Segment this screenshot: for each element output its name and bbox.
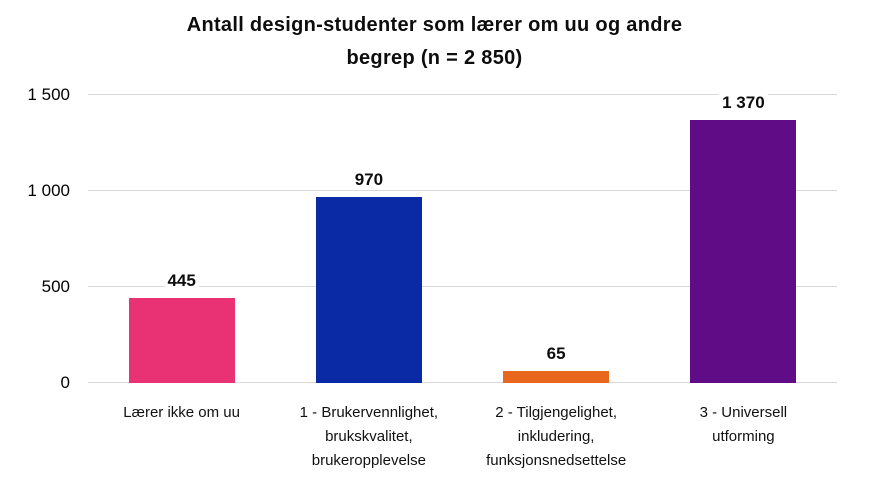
bar [690,119,797,383]
x-tick-label-text: 2 - Tilgjengelighet, inkludering, funksj… [486,404,627,469]
x-tick-label: 2 - Tilgjengelighet, inkludering, funksj… [463,401,650,473]
x-tick-label: 3 - Universell utforming [650,401,837,473]
x-tick-label-text: 1 - Brukervennlighet, brukskvalitet, bru… [299,404,439,469]
bar-value-label: 1 370 [719,92,768,113]
chart-title-line2: begrep (n = 2 850) [346,47,523,69]
bar-group: 970 [275,95,462,383]
y-tick-label: 500 [41,277,70,297]
bar-group: 445 [88,95,275,383]
gridline [88,94,837,95]
bar-group: 1 370 [650,92,837,383]
gridline [88,382,837,383]
x-tick-label-text: 3 - Universell utforming [699,404,788,445]
bar [315,196,422,383]
bar-value-label: 970 [351,169,387,190]
x-tick-label: 1 - Brukervennlighet, brukskvalitet, bru… [275,401,462,473]
y-tick-label: 1 000 [27,181,70,201]
y-axis-labels: 0 500 1 000 1 500 [0,86,70,392]
bar-value-label: 445 [164,270,199,291]
plot-area: 445 970 65 1 370 [88,92,837,383]
x-tick-label: Lærer ikke om uu [88,401,275,473]
gridlines [88,94,837,383]
chart-title-line1: Antall design-studenter som lærer om uu … [186,14,683,36]
chart-title: Antall design-studenter som lærer om uu … [0,9,869,75]
gridline [88,286,837,287]
bar-value-label: 65 [543,343,569,364]
bar [128,297,235,383]
gridline [88,190,837,191]
bar-group: 65 [463,95,650,383]
y-tick-label: 1 500 [27,85,70,104]
y-tick-label: 0 [60,373,70,392]
x-axis-labels: Lærer ikke om uu 1 - Brukervennlighet, b… [88,401,837,473]
bars: 445 970 65 1 370 [88,92,837,383]
x-tick-label-text: Lærer ikke om uu [123,404,240,421]
bar [503,370,610,383]
